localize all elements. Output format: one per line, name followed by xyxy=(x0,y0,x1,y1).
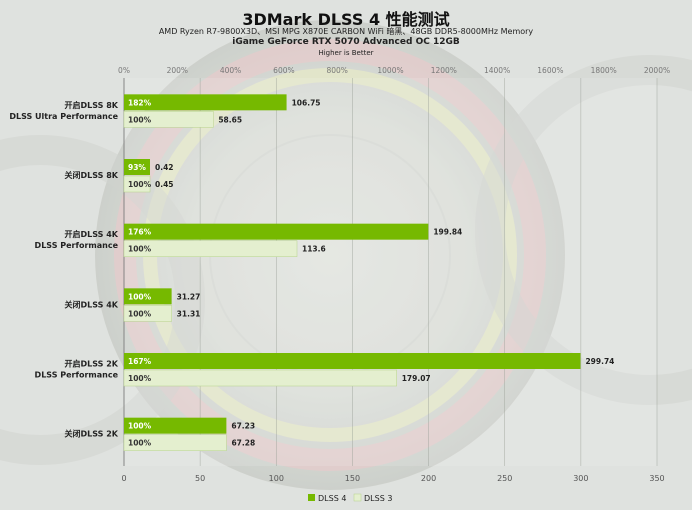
x-tick-label-top: 1000% xyxy=(377,66,403,75)
bar-dlss4 xyxy=(124,288,172,305)
chart-subtitle-note: Higher is Better xyxy=(318,49,374,57)
x-tick-label-bottom: 50 xyxy=(195,474,205,483)
category-label: 开启DLSS 4K xyxy=(65,229,119,239)
bar-dlss3 xyxy=(123,175,151,193)
x-tick-label-bottom: 0 xyxy=(121,474,126,483)
chart-subtitle-system: AMD Ryzen R7-9800X3D、MSI MPG X870E CARBO… xyxy=(158,27,534,36)
legend-label-dlss3: DLSS 3 xyxy=(364,494,392,503)
bar-percent-label-dlss3: 100% xyxy=(128,245,152,254)
bar-value-label-dlss3: 31.31 xyxy=(177,309,201,318)
bar-value-label-dlss3: 179.07 xyxy=(402,374,431,383)
x-tick-label-top: 1200% xyxy=(431,66,457,75)
x-tick-label-top: 200% xyxy=(167,66,188,75)
bar-value-label-dlss4: 0.42 xyxy=(155,163,174,172)
bar-dlss4 xyxy=(124,159,150,175)
bar-value-label-dlss4: 199.84 xyxy=(433,228,462,237)
plot-area xyxy=(124,78,657,466)
x-tick-label-bottom: 350 xyxy=(649,474,664,483)
category-label: 开启DLSS 8K xyxy=(65,100,119,110)
bar-percent-label-dlss4: 100% xyxy=(128,422,152,431)
bar-percent-label-dlss3: 100% xyxy=(128,374,152,383)
bar-percent-label-dlss4: 100% xyxy=(128,292,152,301)
bar-dlss3 xyxy=(123,434,227,451)
left-fan xyxy=(0,135,205,465)
bar-percent-label-dlss4: 176% xyxy=(128,228,152,237)
x-tick-label-top: 0% xyxy=(118,66,130,75)
x-tick-label-top: 1400% xyxy=(484,66,510,75)
bar-value-label-dlss3: 58.65 xyxy=(218,115,242,124)
bar-dlss3 xyxy=(123,111,214,128)
category-label: DLSS Ultra Performance xyxy=(9,112,118,121)
bar-value-label-dlss3: 0.45 xyxy=(155,180,174,189)
bar-percent-label-dlss4: 182% xyxy=(128,98,152,107)
legend-swatch-dlss4 xyxy=(308,494,315,501)
bar-value-label-dlss4: 106.75 xyxy=(292,98,321,107)
bar-percent-label-dlss3: 100% xyxy=(128,115,152,124)
bar-value-label-dlss3: 67.28 xyxy=(231,439,255,448)
bar-percent-label-dlss3: 100% xyxy=(128,439,152,448)
legend-swatch-dlss3 xyxy=(353,493,362,502)
bar-dlss3 xyxy=(123,305,172,322)
x-tick-label-bottom: 250 xyxy=(497,474,512,483)
bar-value-label-dlss3: 113.6 xyxy=(302,245,326,254)
x-tick-label-top: 600% xyxy=(273,66,294,75)
bar-percent-label-dlss3: 100% xyxy=(128,309,152,318)
bar-value-label-dlss4: 31.27 xyxy=(177,292,201,301)
x-tick-label-bottom: 100 xyxy=(269,474,284,483)
bar-percent-label-dlss4: 93% xyxy=(128,163,146,172)
x-tick-label-bottom: 150 xyxy=(345,474,360,483)
bar-dlss3 xyxy=(123,369,397,387)
bar-dlss4 xyxy=(124,94,287,111)
category-label: 关闭DLSS 4K xyxy=(65,299,119,309)
category-label: 关闭DLSS 2K xyxy=(65,429,119,439)
bar-percent-label-dlss4: 167% xyxy=(128,357,152,366)
x-tick-label-top: 2000% xyxy=(644,66,670,75)
category-label: DLSS Performance xyxy=(35,371,119,380)
category-label: DLSS Performance xyxy=(35,241,119,250)
legend-label-dlss4: DLSS 4 xyxy=(318,494,346,503)
bar-dlss4 xyxy=(124,223,429,240)
x-tick-label-top: 400% xyxy=(220,66,241,75)
x-tick-label-top: 1800% xyxy=(591,66,617,75)
x-tick-label-bottom: 200 xyxy=(421,474,436,483)
bar-dlss3 xyxy=(123,240,298,257)
bar-percent-label-dlss3: 100% xyxy=(128,180,152,189)
category-label: 开启DLSS 2K xyxy=(65,359,119,369)
x-tick-label-bottom: 300 xyxy=(573,474,588,483)
bar-dlss4 xyxy=(124,353,581,369)
right-fan xyxy=(475,55,692,405)
chart-title: 3DMark DLSS 4 性能测试 xyxy=(242,10,450,29)
x-tick-label-top: 1600% xyxy=(537,66,563,75)
chart-subtitle-gpu: iGame GeForce RTX 5070 Advanced OC 12GB xyxy=(232,37,460,47)
bar-dlss4 xyxy=(124,417,227,434)
x-tick-label-top: 800% xyxy=(326,66,347,75)
category-label: 关闭DLSS 8K xyxy=(65,170,119,180)
bar-value-label-dlss4: 67.23 xyxy=(231,422,255,431)
bar-value-label-dlss4: 299.74 xyxy=(585,357,614,366)
